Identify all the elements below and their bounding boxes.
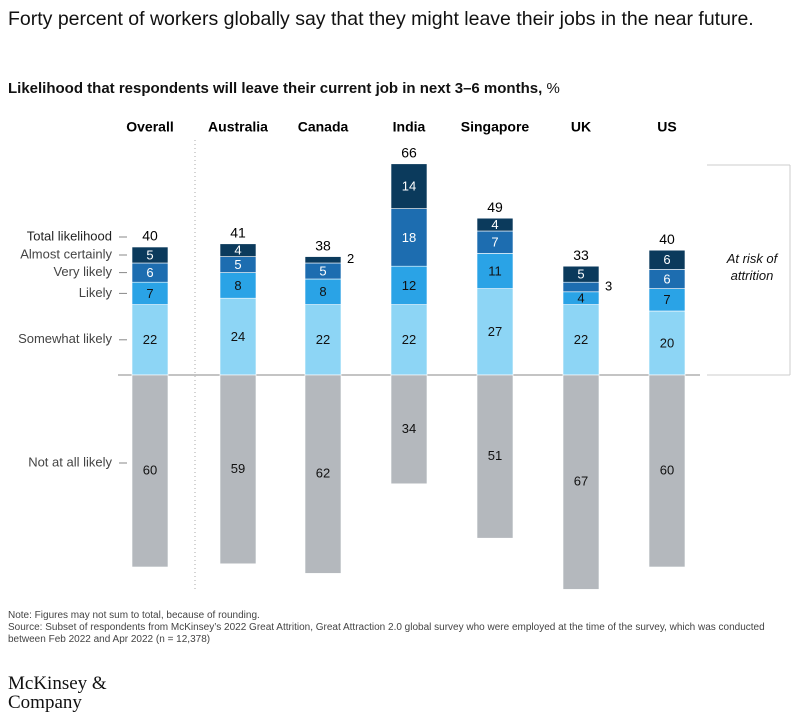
total-label: 66 bbox=[401, 145, 417, 161]
value-label: 4 bbox=[234, 243, 241, 258]
category-label: Overall bbox=[126, 119, 173, 135]
value-label: 22 bbox=[574, 332, 588, 347]
total-label: 38 bbox=[315, 237, 331, 253]
value-label: 5 bbox=[146, 247, 153, 262]
bar-segment bbox=[562, 265, 600, 283]
bar-segment bbox=[648, 374, 686, 568]
bar-segment bbox=[476, 253, 514, 289]
value-label: 4 bbox=[491, 217, 498, 232]
subtitle-block: Likelihood that respondents will leave t… bbox=[8, 80, 560, 97]
logo: McKinsey & Company bbox=[8, 673, 107, 713]
value-label: 5 bbox=[577, 267, 584, 282]
category-label: Singapore bbox=[461, 119, 530, 135]
bar-segment bbox=[390, 208, 428, 267]
value-label: 62 bbox=[316, 466, 330, 481]
value-label: 5 bbox=[234, 257, 241, 272]
value-label: 12 bbox=[402, 278, 416, 293]
value-label: 5 bbox=[319, 263, 326, 278]
annotation-box: At risk of attrition bbox=[726, 251, 778, 283]
value-label: 6 bbox=[146, 265, 153, 280]
value-label: 20 bbox=[660, 335, 674, 350]
value-label: 59 bbox=[231, 461, 245, 476]
total-label: 33 bbox=[573, 247, 589, 263]
bar-segment bbox=[219, 243, 257, 257]
value-label: 22 bbox=[143, 332, 157, 347]
subtitle: Likelihood that respondents will leave t… bbox=[8, 80, 543, 97]
total-label: 40 bbox=[142, 228, 158, 244]
source: Source: Subset of respondents from McKin… bbox=[8, 622, 765, 645]
value-label: 22 bbox=[402, 332, 416, 347]
value-label: 27 bbox=[488, 324, 502, 339]
bar-segment bbox=[219, 297, 257, 376]
value-label: 6 bbox=[663, 271, 670, 286]
value-label: 11 bbox=[488, 263, 502, 278]
bar-segment bbox=[390, 374, 428, 485]
category-label: US bbox=[657, 119, 676, 135]
category-label: UK bbox=[571, 119, 591, 135]
value-label: 34 bbox=[402, 421, 416, 436]
chart: At risk of attrition Overall 22 Somewhat l… bbox=[18, 119, 791, 590]
annotation: At risk of attrition bbox=[726, 251, 778, 283]
bar-segment bbox=[304, 304, 342, 376]
note: Note: Figures may not sum to total, beca… bbox=[8, 610, 260, 621]
bar-segment bbox=[219, 374, 257, 565]
bar-segment bbox=[131, 374, 169, 568]
series-label: Somewhat likely bbox=[18, 331, 112, 346]
notes: Note: Figures may not sum to total, beca… bbox=[8, 610, 800, 646]
value-label: 22 bbox=[316, 332, 330, 347]
bar-segment bbox=[131, 246, 169, 264]
bar-segment bbox=[304, 256, 342, 264]
category-label: Canada bbox=[298, 119, 349, 135]
value-label: 51 bbox=[488, 448, 502, 463]
category-label: India bbox=[393, 119, 426, 135]
bar-segment bbox=[390, 163, 428, 209]
value-label: 7 bbox=[491, 235, 498, 250]
series-label: Likely bbox=[79, 285, 113, 300]
value-label: 7 bbox=[146, 286, 153, 301]
series-label: Almost certainly bbox=[20, 246, 112, 261]
bar-segment bbox=[648, 310, 686, 376]
bracket bbox=[707, 164, 791, 376]
value-label: 18 bbox=[402, 230, 416, 245]
value-label: 60 bbox=[143, 462, 157, 477]
bar-segment bbox=[562, 281, 600, 293]
value-label: 8 bbox=[319, 284, 326, 299]
bar-segment bbox=[390, 265, 428, 305]
bar-segment bbox=[562, 304, 600, 376]
series-label: Not at all likely bbox=[28, 454, 112, 469]
bar-segment bbox=[390, 304, 428, 376]
category-label: Australia bbox=[208, 119, 268, 135]
bar-segment bbox=[304, 374, 342, 574]
value-label: 24 bbox=[231, 329, 245, 344]
total-series-label: Total likelihood bbox=[27, 228, 112, 243]
value-label: 67 bbox=[574, 474, 588, 489]
chart-title: Forty percent of workers globally say th… bbox=[8, 8, 754, 30]
value-label: 8 bbox=[234, 278, 241, 293]
series-label: Very likely bbox=[53, 264, 112, 279]
bar-segment bbox=[648, 249, 686, 270]
value-label: 4 bbox=[577, 291, 584, 306]
value-label: 6 bbox=[663, 252, 670, 267]
bar-segment bbox=[562, 374, 600, 590]
value-label: 7 bbox=[663, 292, 670, 307]
unit: % bbox=[546, 80, 560, 97]
total-label: 41 bbox=[230, 225, 246, 241]
value-label: 3 bbox=[605, 278, 612, 293]
value-label: 14 bbox=[402, 179, 416, 194]
bar-segment bbox=[219, 272, 257, 299]
value-label: 60 bbox=[660, 462, 674, 477]
bar-segment bbox=[476, 374, 514, 539]
bar-segment bbox=[476, 217, 514, 232]
total-label: 49 bbox=[487, 199, 503, 215]
value-label: 2 bbox=[347, 251, 354, 266]
total-label: 40 bbox=[659, 231, 675, 247]
